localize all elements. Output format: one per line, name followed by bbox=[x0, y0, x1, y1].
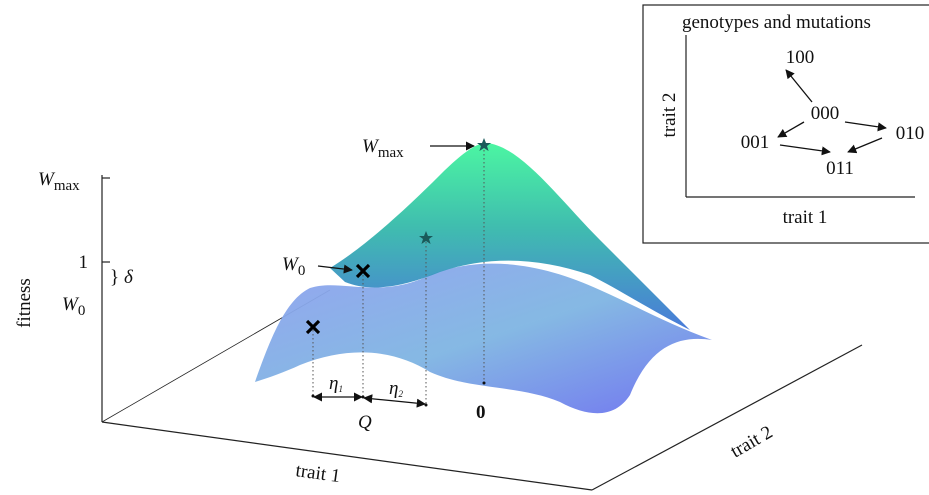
inset-title: genotypes and mutations bbox=[682, 12, 871, 33]
genotype-node: 010 bbox=[896, 123, 925, 144]
text-part: 0 bbox=[78, 303, 86, 319]
genotype-node: 100 bbox=[786, 47, 815, 68]
text-part: max bbox=[378, 145, 404, 161]
origin-label: 0 bbox=[476, 402, 486, 423]
tick-label: 1 bbox=[79, 252, 89, 273]
text-part: η bbox=[389, 378, 398, 399]
text-part: 0 bbox=[298, 263, 306, 279]
axis-label: trait 1 bbox=[294, 460, 341, 487]
axis-label: fitness bbox=[14, 278, 35, 328]
q-label: Q bbox=[358, 412, 372, 433]
axis-label: trait 1 bbox=[783, 207, 828, 228]
eta-label: η2 bbox=[389, 378, 403, 399]
axis-label: trait 2 bbox=[659, 93, 680, 138]
tick-label: W0 bbox=[62, 294, 85, 319]
arrow bbox=[395, 401, 425, 404]
text-part: η bbox=[329, 373, 338, 394]
callout-label: W0 bbox=[282, 254, 305, 279]
text-part: 2 bbox=[398, 389, 403, 399]
figure: fitness Wmax 1 } δ W0 Wmax W0 η1 η2 Q 0 … bbox=[0, 0, 929, 495]
brace: } bbox=[110, 267, 119, 288]
text-part: trait 1 bbox=[294, 460, 341, 487]
inset: genotypes and mutations trait 2 trait 1 … bbox=[643, 5, 929, 243]
delta-label: δ bbox=[124, 267, 134, 288]
eta-label: η1 bbox=[329, 373, 343, 394]
genotype-node: 011 bbox=[826, 158, 854, 179]
genotype-node: 000 bbox=[811, 103, 840, 124]
axis-label: trait 2 bbox=[727, 422, 776, 463]
text-part: max bbox=[54, 178, 80, 194]
callout-label: Wmax bbox=[362, 136, 404, 161]
genotype-node: 001 bbox=[741, 132, 770, 153]
tick-label: Wmax bbox=[38, 169, 80, 194]
text-part: 1 bbox=[338, 384, 343, 394]
